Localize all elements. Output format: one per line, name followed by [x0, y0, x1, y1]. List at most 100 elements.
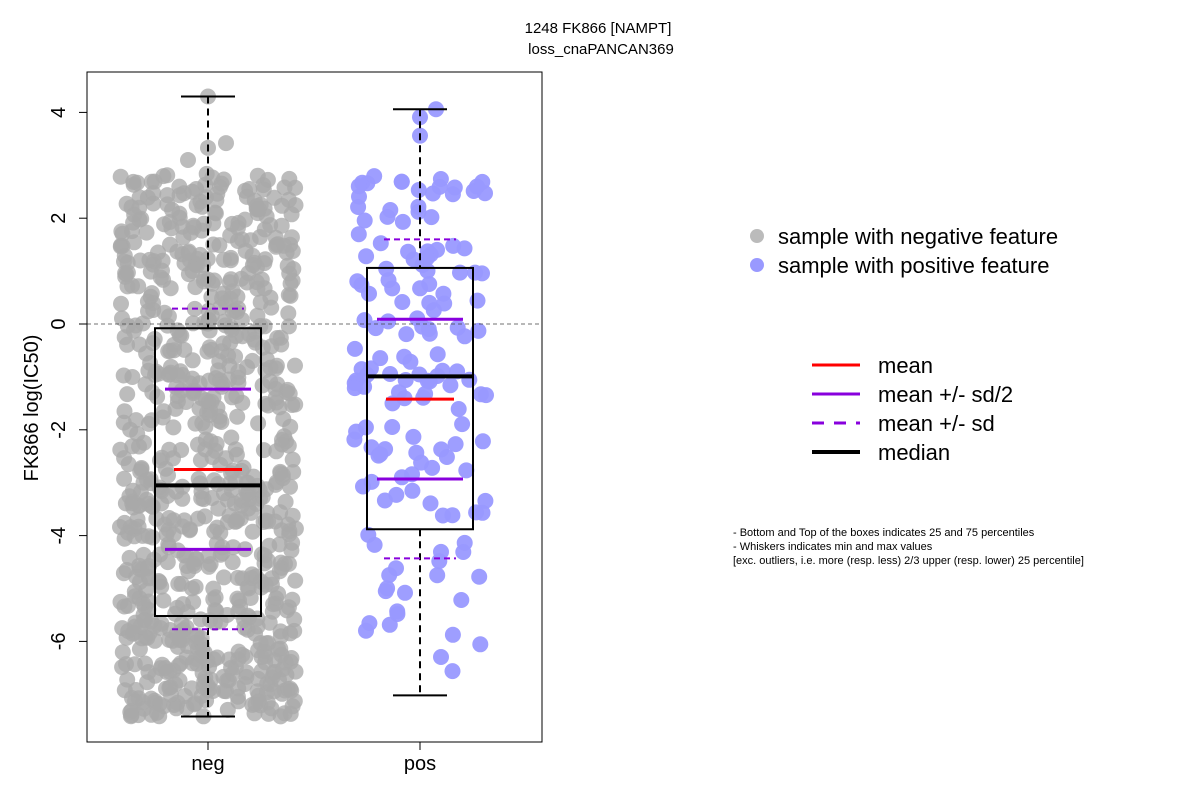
neg-sample-point	[149, 388, 166, 405]
neg-sample-point	[224, 389, 241, 406]
pos-sample-point	[382, 366, 399, 382]
neg-sample-point	[114, 659, 131, 676]
pos-sample-point	[353, 361, 370, 378]
pos-sample-point	[455, 544, 472, 560]
neg-sample-point	[286, 622, 303, 639]
neg-sample-point	[190, 470, 207, 487]
neg-sample-point	[171, 187, 188, 204]
pos-sample-point	[454, 416, 471, 433]
pos-sample-point	[469, 292, 486, 309]
x-tick-label-pos: pos	[404, 753, 436, 775]
pos-sample-point	[405, 428, 422, 445]
neg-sample-point	[252, 229, 268, 245]
pos-sample-point	[433, 649, 449, 665]
neg-sample-point	[234, 646, 251, 663]
neg-sample-point	[276, 179, 293, 196]
legend-label: sample with positive feature	[778, 253, 1049, 278]
neg-sample-point	[277, 493, 294, 510]
pos-sample-point	[394, 213, 411, 230]
neg-sample-point	[230, 375, 247, 391]
neg-sample-point	[184, 263, 201, 280]
swarm-points	[112, 88, 494, 725]
pos-sample-point	[346, 431, 363, 448]
neg-sample-point	[193, 687, 210, 704]
neg-sample-point	[201, 322, 218, 339]
chart-notes: - Bottom and Top of the boxes indicates …	[733, 527, 1084, 567]
y-tick-label: 0	[48, 318, 70, 329]
neg-sample-point	[118, 266, 135, 283]
pos-sample-point	[346, 340, 363, 357]
neg-sample-point	[259, 504, 275, 521]
neg-sample-point	[230, 693, 247, 710]
pos-sample-point	[355, 478, 371, 495]
neg-sample-point	[257, 648, 274, 665]
neg-sample-point	[148, 510, 165, 527]
iqr-box-pos	[366, 266, 474, 531]
neg-sample-point	[256, 255, 273, 272]
neg-sample-point	[250, 415, 267, 432]
neg-sample-point	[261, 614, 278, 631]
pos-sample-point	[450, 401, 467, 417]
neg-sample-point	[227, 659, 244, 676]
pos-sample-point	[350, 178, 367, 195]
pos-sample-point	[474, 173, 491, 190]
neg-sample-point	[165, 419, 182, 436]
neg-sample-point	[262, 359, 279, 376]
neg-sample-point	[152, 269, 169, 286]
pos-sample-point	[433, 543, 449, 560]
neg-sample-point	[138, 224, 155, 241]
pos-sample-point	[429, 346, 446, 363]
neg-sample-point	[229, 288, 246, 305]
pos-sample-point	[360, 526, 377, 543]
neg-sample-point	[205, 236, 222, 253]
neg-sample-point	[192, 611, 209, 628]
neg-sample-point	[268, 443, 285, 460]
neg-sample-point	[155, 592, 172, 609]
neg-sample-point	[162, 236, 178, 253]
pos-sample-point	[382, 202, 399, 218]
neg-sample-point	[200, 302, 217, 319]
neg-sample-point	[214, 539, 231, 556]
neg-sample-point	[218, 135, 234, 152]
pos-sample-point	[372, 446, 389, 463]
neg-sample-point	[167, 605, 184, 622]
pos-sample-point	[453, 592, 470, 608]
neg-sample-point	[272, 329, 289, 346]
neg-sample-point	[160, 343, 177, 360]
neg-sample-point	[222, 334, 239, 351]
neg-sample-point	[284, 243, 301, 259]
pos-sample-point	[381, 567, 398, 584]
pos-sample-point	[376, 492, 393, 509]
pos-sample-point	[444, 507, 461, 524]
box-pos	[366, 108, 474, 697]
neg-sample-point	[139, 189, 156, 206]
neg-sample-point	[205, 389, 222, 406]
neg-sample-point	[224, 215, 241, 232]
neg-sample-point	[133, 210, 150, 227]
neg-sample-point	[152, 546, 169, 563]
neg-sample-point	[203, 341, 220, 358]
chart-title-line1: 1248 FK866 [NAMPT]	[525, 20, 672, 37]
neg-sample-point	[252, 318, 269, 334]
pos-sample-point	[356, 312, 373, 329]
pos-sample-point	[472, 636, 489, 653]
neg-sample-point	[284, 591, 301, 608]
neg-sample-point	[126, 234, 143, 251]
pos-sample-point	[424, 459, 441, 476]
neg-sample-point	[124, 369, 141, 385]
neg-sample-point	[284, 272, 301, 289]
neg-sample-point	[173, 442, 190, 458]
neg-sample-point	[219, 701, 236, 718]
pos-sample-point	[423, 209, 440, 226]
neg-sample-point	[283, 682, 300, 699]
pos-sample-point	[444, 626, 461, 643]
neg-sample-point	[242, 590, 259, 606]
neg-sample-point	[170, 657, 187, 674]
neg-sample-point	[163, 220, 180, 237]
neg-sample-point	[116, 450, 133, 467]
pos-sample-point	[384, 419, 401, 435]
pos-sample-point	[398, 326, 415, 343]
neg-sample-point	[265, 596, 282, 613]
y-tick-label: -6	[48, 633, 70, 651]
